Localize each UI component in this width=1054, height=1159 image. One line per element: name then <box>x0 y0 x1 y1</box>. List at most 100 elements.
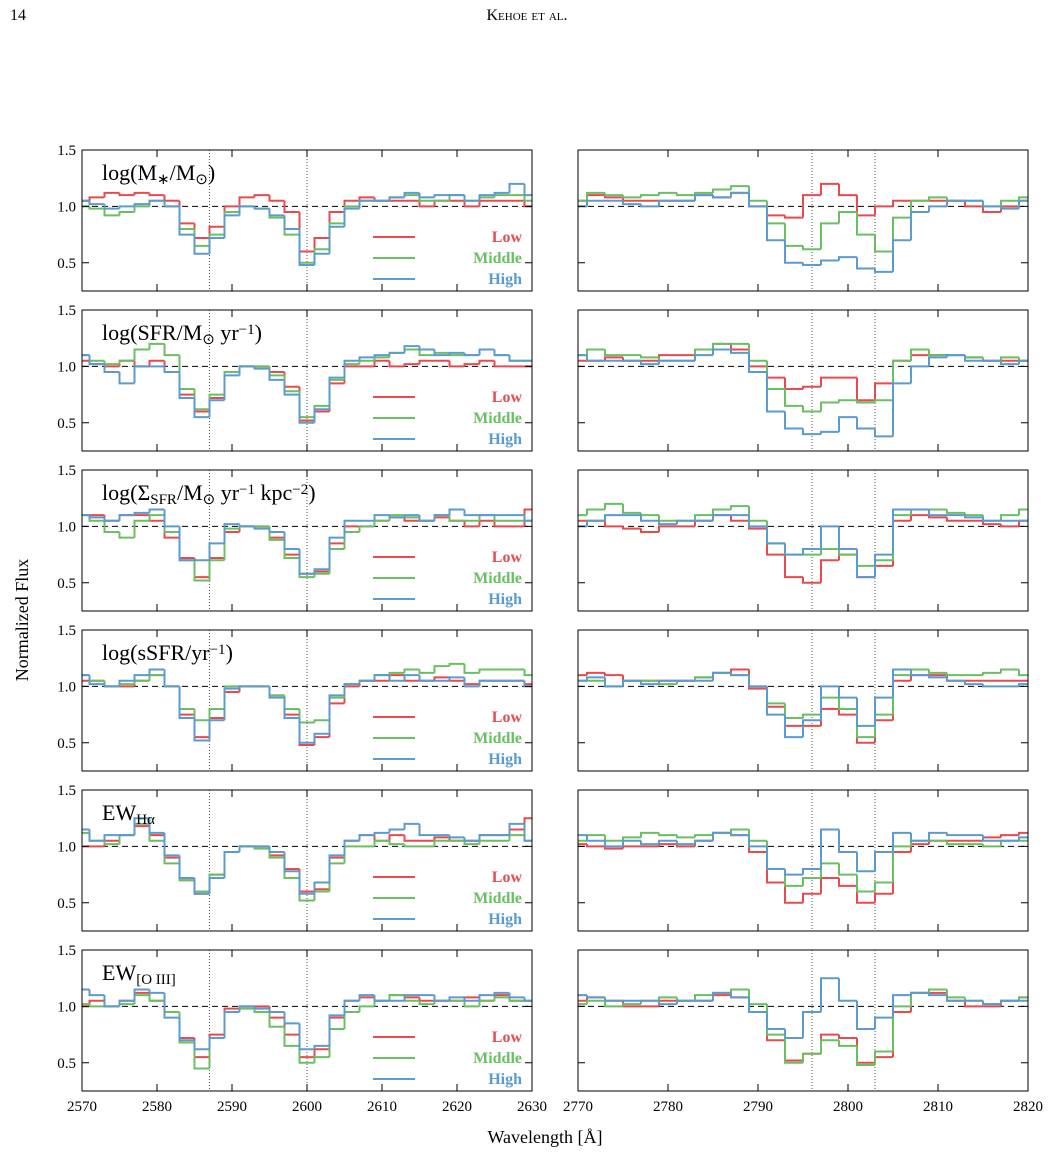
step <box>358 356 375 361</box>
step <box>892 1011 911 1058</box>
step <box>163 515 180 534</box>
step <box>910 669 929 677</box>
step <box>910 991 929 1007</box>
step <box>730 191 749 198</box>
step <box>604 840 623 848</box>
y-tick-label: 1.0 <box>57 839 76 855</box>
step <box>586 519 605 527</box>
step <box>586 355 605 362</box>
step <box>223 527 240 561</box>
step <box>676 835 695 839</box>
y-tick-label: 0.5 <box>57 1056 76 1072</box>
step <box>766 360 785 390</box>
step <box>622 845 641 849</box>
step <box>820 977 839 1013</box>
plot-area <box>578 790 1028 931</box>
step <box>193 1037 210 1059</box>
step <box>403 835 420 842</box>
plot-area <box>82 630 532 771</box>
step <box>133 205 150 213</box>
step <box>964 355 983 359</box>
step <box>448 676 465 681</box>
y-tick-label: 1.0 <box>57 999 76 1015</box>
step <box>223 851 240 875</box>
plot-area <box>82 310 532 451</box>
step <box>928 675 947 679</box>
step <box>712 671 731 681</box>
step <box>766 520 785 545</box>
step <box>343 999 360 1016</box>
step <box>820 696 839 715</box>
step <box>838 877 857 887</box>
step <box>163 669 180 688</box>
step <box>133 511 150 516</box>
step <box>622 836 641 841</box>
panel-label: log(SFR/M⊙ yr−1) <box>102 320 262 348</box>
plot-area <box>578 950 1028 1091</box>
step <box>838 256 857 261</box>
step <box>223 531 240 558</box>
step <box>208 1036 225 1069</box>
step <box>88 1004 105 1008</box>
step <box>118 834 135 845</box>
x-tick-label: 2580 <box>142 1099 172 1115</box>
step <box>343 839 360 858</box>
step <box>712 342 731 350</box>
step <box>448 508 465 516</box>
step <box>694 834 713 838</box>
step <box>178 686 195 716</box>
step <box>463 1000 480 1008</box>
legend: Low Middle High <box>373 389 522 448</box>
step <box>313 732 330 743</box>
step <box>448 351 465 356</box>
step <box>133 191 150 196</box>
plot-area <box>578 310 1028 451</box>
x-tick-label: 2600 <box>292 1099 322 1115</box>
series <box>82 508 532 579</box>
step <box>874 1056 893 1063</box>
step <box>928 196 947 201</box>
step <box>238 685 255 689</box>
step <box>103 208 120 217</box>
series <box>578 348 1028 438</box>
step <box>1000 514 1019 521</box>
step <box>748 829 767 842</box>
step <box>103 840 120 846</box>
legend-label: High <box>488 751 522 768</box>
step <box>523 997 532 1002</box>
panel-label-part: /M <box>170 160 196 185</box>
step <box>193 234 210 255</box>
step <box>283 379 300 396</box>
step <box>493 991 510 996</box>
step <box>910 832 929 842</box>
step <box>208 876 225 894</box>
y-tick-label: 1.5 <box>57 623 76 639</box>
legend-label: Low <box>492 869 523 886</box>
step <box>328 225 345 254</box>
step <box>730 349 749 354</box>
step <box>403 345 420 353</box>
step <box>133 988 150 1001</box>
step <box>328 694 345 734</box>
plot-area <box>82 470 532 611</box>
legend-label: High <box>488 911 522 928</box>
step <box>373 995 390 1002</box>
step <box>946 517 965 522</box>
step <box>730 828 749 833</box>
step <box>448 515 465 522</box>
step <box>523 680 532 688</box>
step <box>622 1003 641 1007</box>
x-tick-label: 2610 <box>367 1099 397 1115</box>
step <box>358 525 375 533</box>
step <box>178 206 195 236</box>
panel-label: log(ΣSFR/M⊙ yr−1 kpc−2) <box>102 480 316 508</box>
step <box>268 528 285 534</box>
step <box>766 1012 785 1030</box>
y-axis-label: Normalized Flux <box>12 559 32 681</box>
panel-label-part: ∗ <box>157 172 170 188</box>
step <box>328 1014 345 1046</box>
panel: 0.5 1.0 1.5 EWHα Low Middle High <box>57 783 533 932</box>
step <box>1018 683 1028 687</box>
step <box>388 675 405 682</box>
step <box>784 543 803 556</box>
